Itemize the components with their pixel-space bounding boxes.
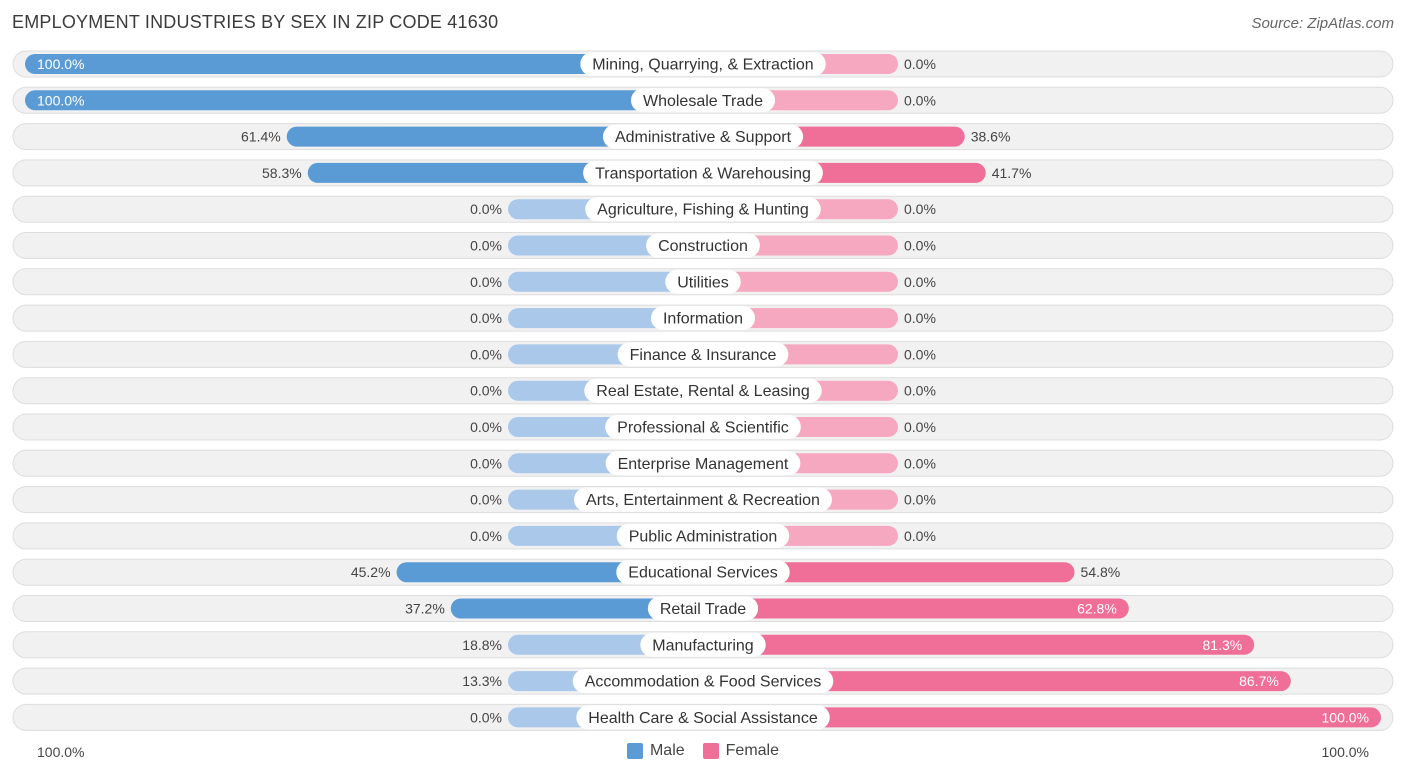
axis-left-label: 100.0% xyxy=(37,744,85,760)
male-value-label: 0.0% xyxy=(470,492,502,508)
female-value-label: 0.0% xyxy=(904,201,936,217)
category-label: Public Administration xyxy=(629,528,778,545)
female-swatch xyxy=(702,743,719,759)
category-pill xyxy=(584,378,822,403)
category-label: Administrative & Support xyxy=(615,129,792,146)
axis-right-label: 100.0% xyxy=(1321,744,1369,760)
legend-item-male[interactable]: Male xyxy=(626,742,685,760)
category-pill xyxy=(617,342,789,367)
category-pill xyxy=(605,415,801,439)
male-value-label: 18.8% xyxy=(462,637,502,653)
female-bar xyxy=(703,707,1381,728)
male-value-label: 0.0% xyxy=(470,419,502,435)
female-value-label: 0.0% xyxy=(904,528,936,544)
category-label: Wholesale Trade xyxy=(643,93,763,110)
category-label: Retail Trade xyxy=(660,601,746,618)
chart-title: EMPLOYMENT INDUSTRIES BY SEX IN ZIP CODE… xyxy=(12,12,499,32)
category-label: Mining, Quarrying, & Extraction xyxy=(592,57,813,74)
category-pill xyxy=(583,160,823,185)
female-value-label: 0.0% xyxy=(904,56,936,72)
female-bar xyxy=(703,598,1129,619)
category-pill xyxy=(650,306,756,331)
legend-male-label: Male xyxy=(649,742,685,759)
category-pill xyxy=(580,52,826,76)
category-pill xyxy=(576,705,830,730)
male-bar xyxy=(508,271,703,292)
category-label: Enterprise Management xyxy=(618,456,789,473)
female-value-label: 41.7% xyxy=(992,165,1032,181)
male-value-label: 0.0% xyxy=(470,238,502,254)
male-bar xyxy=(25,90,703,111)
male-bar xyxy=(286,126,703,147)
female-bar xyxy=(703,271,898,292)
female-value-label: 0.0% xyxy=(904,492,936,508)
female-value-label: 0.0% xyxy=(904,455,936,471)
category-label: Information xyxy=(663,311,743,328)
male-bar xyxy=(450,598,703,619)
category-label: Real Estate, Rental & Leasing xyxy=(596,383,809,400)
female-value-label: 54.8% xyxy=(1081,564,1121,580)
legend-item-female[interactable]: Female xyxy=(702,742,780,760)
category-pill xyxy=(585,197,821,222)
male-value-label: 37.2% xyxy=(405,601,445,617)
female-value-label: 38.6% xyxy=(971,129,1011,145)
male-value-label: 0.0% xyxy=(470,709,502,725)
category-pill xyxy=(616,560,790,585)
category-pill xyxy=(602,124,804,149)
category-label: Construction xyxy=(658,238,748,255)
category-label: Arts, Entertainment & Recreation xyxy=(586,492,820,509)
male-value-label: 13.3% xyxy=(462,673,502,689)
category-pill xyxy=(616,523,790,548)
category-label: Finance & Insurance xyxy=(630,347,777,364)
female-value-label: 0.0% xyxy=(904,346,936,362)
male-value-label: 0.0% xyxy=(470,201,502,217)
category-pill xyxy=(605,451,801,476)
male-value-label: 0.0% xyxy=(470,274,502,290)
female-value-label: 81.3% xyxy=(1203,637,1243,653)
category-label: Health Care & Social Assistance xyxy=(588,710,818,727)
category-pill xyxy=(640,632,766,657)
male-value-label: 0.0% xyxy=(470,383,502,399)
female-bar xyxy=(703,671,1291,692)
male-value-label: 0.0% xyxy=(470,310,502,326)
category-label: Agriculture, Fishing & Hunting xyxy=(597,202,809,219)
female-bar xyxy=(703,562,1075,583)
female-value-label: 0.0% xyxy=(904,274,936,290)
female-bar xyxy=(703,634,1255,655)
category-label: Accommodation & Food Services xyxy=(585,674,822,691)
male-value-label: 61.4% xyxy=(241,129,281,145)
category-pill xyxy=(647,596,759,621)
female-value-label: 62.8% xyxy=(1077,601,1117,617)
male-value-label: 100.0% xyxy=(37,56,84,72)
category-pill xyxy=(630,88,776,113)
category-label: Transportation & Warehousing xyxy=(595,165,811,182)
female-value-label: 0.0% xyxy=(904,238,936,254)
male-value-label: 0.0% xyxy=(470,455,502,471)
source-label: Source: ZipAtlas.com xyxy=(1251,15,1394,32)
category-pill xyxy=(574,487,832,512)
category-pill xyxy=(665,269,741,294)
female-value-label: 0.0% xyxy=(904,92,936,108)
female-value-label: 0.0% xyxy=(904,310,936,326)
female-value-label: 86.7% xyxy=(1239,673,1279,689)
male-value-label: 100.0% xyxy=(37,92,84,108)
male-value-label: 45.2% xyxy=(351,564,391,580)
male-value-label: 0.0% xyxy=(470,346,502,362)
category-pill xyxy=(572,669,834,694)
female-value-label: 0.0% xyxy=(904,419,936,435)
category-label: Utilities xyxy=(677,274,729,291)
male-value-label: 58.3% xyxy=(262,165,302,181)
male-bar xyxy=(25,54,703,74)
category-pill xyxy=(646,233,760,258)
category-label: Manufacturing xyxy=(652,637,753,654)
female-value-label: 100.0% xyxy=(1322,709,1369,725)
legend-female-label: Female xyxy=(725,742,780,759)
category-label: Educational Services xyxy=(628,565,777,582)
male-swatch xyxy=(626,743,643,759)
category-label: Professional & Scientific xyxy=(617,420,789,437)
legend: Male Female xyxy=(0,742,1406,760)
female-value-label: 0.0% xyxy=(904,383,936,399)
male-value-label: 0.0% xyxy=(470,528,502,544)
